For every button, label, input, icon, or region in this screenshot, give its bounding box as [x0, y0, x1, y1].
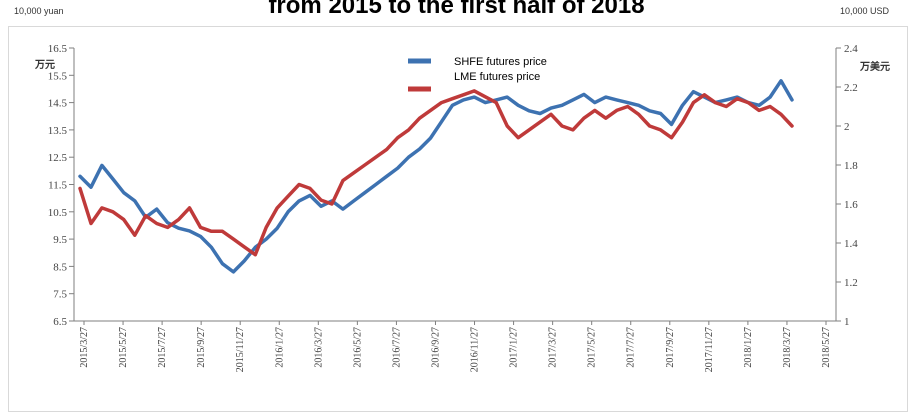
x-tick-label: 2016/9/27	[430, 327, 441, 368]
left-tick-label: 16.5	[48, 43, 68, 55]
x-tick-label: 2017/3/27	[548, 327, 559, 368]
x-tick-label: 2016/5/27	[352, 327, 363, 368]
left-tick-label: 15.5	[48, 70, 68, 82]
x-tick-label: 2016/3/27	[313, 327, 324, 368]
series-line-lme	[78, 89, 794, 257]
left-tick-label: 11.5	[48, 180, 67, 192]
x-tick-label: 2015/3/27	[79, 327, 90, 368]
x-tick-label: 2016/7/27	[391, 327, 402, 368]
left-tick-label: 10.5	[48, 207, 68, 219]
left-tick-label: 6.5	[53, 316, 67, 328]
x-tick-label: 2015/7/27	[157, 327, 168, 368]
left-tick-label: 9.5	[53, 234, 67, 246]
x-tick-label: 2017/7/27	[626, 327, 637, 368]
x-tick-label: 2018/5/27	[821, 327, 832, 368]
legend-label-shfe: SHFE futures price	[454, 56, 547, 68]
left-tick-label: 13.5	[48, 125, 68, 137]
x-tick-label: 2018/3/27	[782, 327, 793, 368]
right-tick-label: 2.4	[844, 43, 858, 55]
legend: SHFE futures price LME futures price	[408, 56, 547, 92]
x-tick-label: 2015/11/27	[235, 327, 246, 372]
right-axis-unit: 万美元	[859, 60, 890, 73]
right-tick-label: 1.6	[844, 199, 858, 211]
right-tick-label: 2	[844, 121, 850, 133]
right-tick-label: 1.4	[844, 238, 858, 250]
x-tick-label: 2017/11/27	[704, 327, 715, 372]
chart-frame	[8, 26, 908, 412]
x-tick-label: 2017/1/27	[509, 327, 520, 368]
x-tick-label: 2016/1/27	[274, 327, 285, 368]
left-tick-label: 12.5	[48, 152, 68, 164]
right-tick-label: 2.2	[844, 82, 858, 94]
left-tick-label: 14.5	[48, 98, 68, 110]
right-tick-label: 1.8	[844, 160, 858, 172]
x-tick-label: 2018/1/27	[743, 327, 754, 368]
left-tick-label: 8.5	[53, 261, 67, 273]
left-unit-label: 10,000 yuan	[14, 6, 64, 16]
left-axis-unit: 万元	[34, 59, 55, 71]
x-tick-label: 2017/5/27	[587, 327, 598, 368]
right-tick-label: 1.2	[844, 277, 858, 289]
right-tick-label: 1	[844, 316, 850, 328]
legend-label-lme: LME futures price	[454, 71, 540, 83]
series-line-shfe	[78, 79, 794, 274]
x-tick-label: 2015/5/27	[118, 327, 129, 368]
x-tick-label: 2015/9/27	[196, 327, 207, 368]
chart-title: from 2015 to the first half of 2018	[268, 0, 645, 19]
x-tick-label: 2016/11/27	[470, 327, 481, 372]
right-unit-label: 10,000 USD	[840, 6, 890, 16]
left-tick-label: 7.5	[53, 289, 67, 301]
x-tick-label: 2017/9/27	[665, 327, 676, 368]
